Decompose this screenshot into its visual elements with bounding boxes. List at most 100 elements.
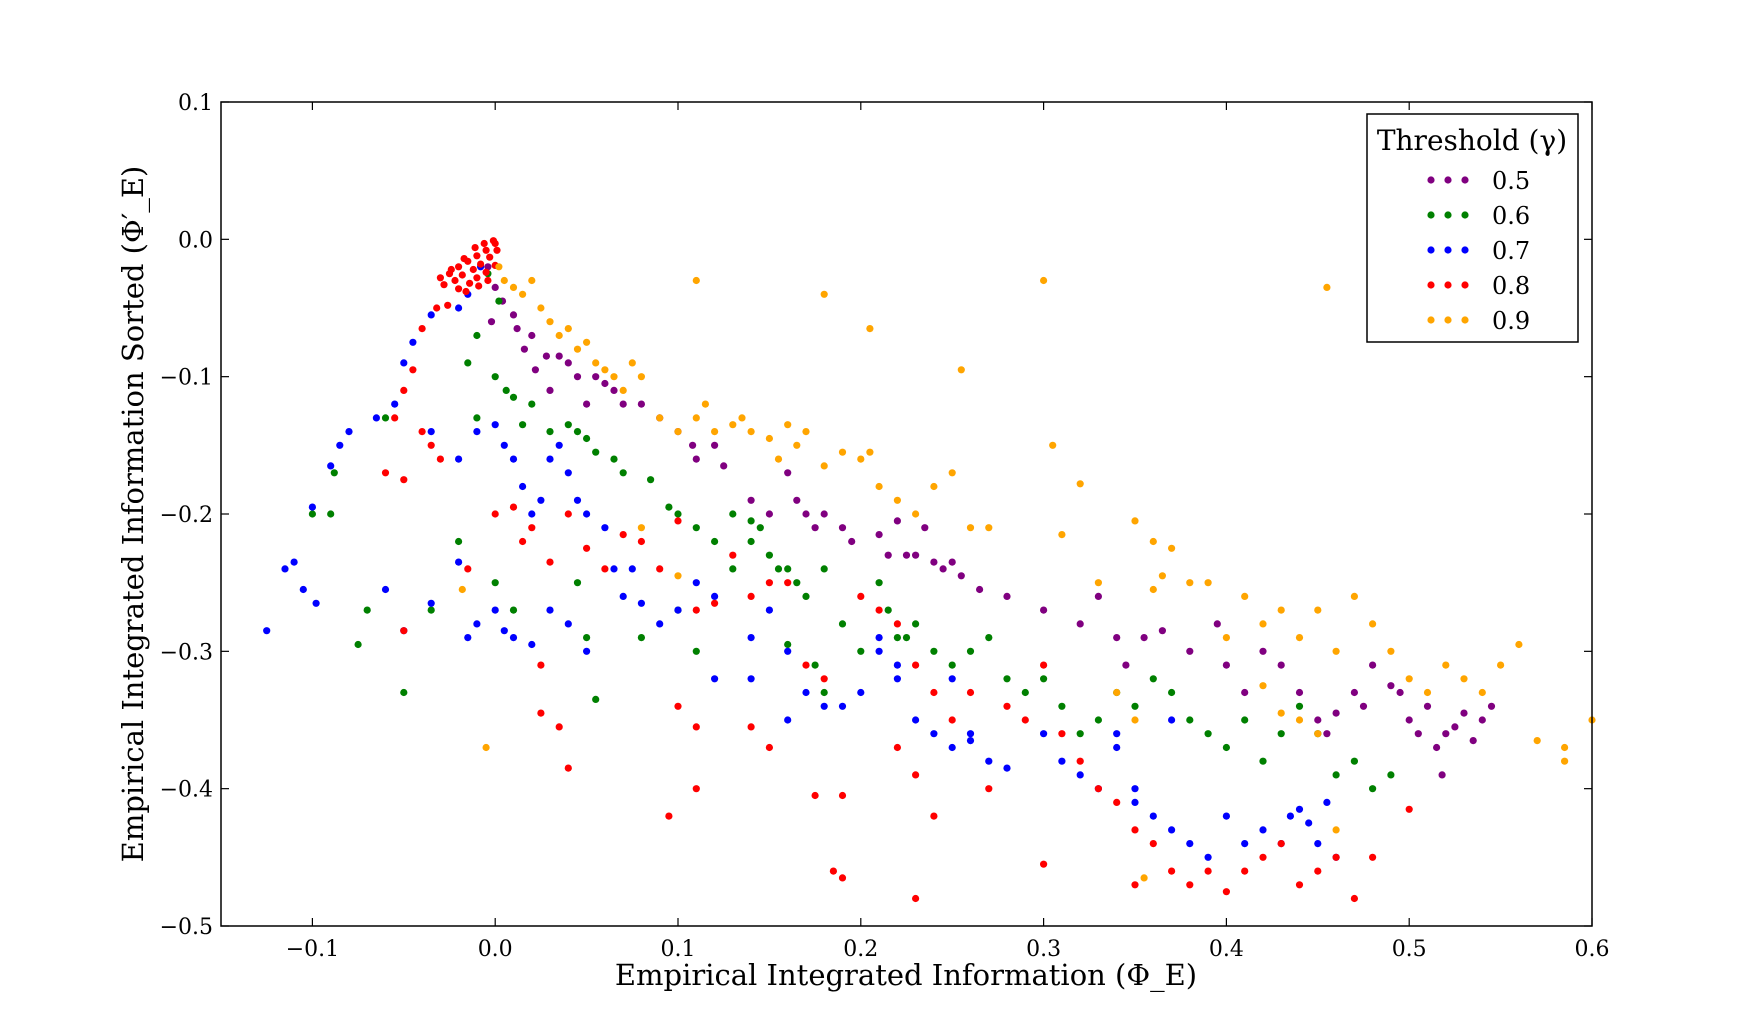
data-point	[400, 476, 408, 484]
data-point	[902, 634, 911, 642]
data-point	[500, 627, 508, 635]
data-point	[1222, 661, 1230, 669]
data-point	[513, 325, 521, 333]
data-point	[1423, 702, 1432, 710]
data-point	[308, 510, 316, 518]
series-0.8	[381, 237, 1413, 903]
data-point	[409, 366, 417, 374]
data-point	[1423, 688, 1432, 697]
data-point	[473, 414, 481, 422]
data-point	[1131, 826, 1139, 834]
data-point	[1332, 771, 1340, 779]
x-tick-label: 0.6	[1575, 937, 1610, 962]
data-point	[1277, 709, 1285, 717]
data-point	[482, 743, 490, 752]
data-point	[455, 304, 463, 312]
data-point	[1295, 881, 1304, 889]
data-point	[610, 455, 618, 463]
data-point	[455, 263, 463, 271]
data-point	[528, 510, 536, 518]
data-point	[729, 510, 737, 518]
data-point	[1222, 634, 1230, 642]
data-point	[802, 688, 810, 697]
data-point	[509, 634, 518, 642]
x-tick-label: 0.4	[1209, 937, 1244, 962]
data-point	[1438, 771, 1446, 779]
data-point	[1405, 675, 1413, 683]
data-point	[1168, 688, 1176, 697]
data-point	[1414, 730, 1422, 738]
legend-marker	[1444, 176, 1452, 184]
data-point	[500, 276, 508, 285]
legend-label: 0.5	[1492, 167, 1530, 195]
data-point	[308, 503, 316, 511]
data-point	[500, 441, 508, 449]
data-point	[409, 338, 417, 346]
data-point	[1058, 531, 1066, 539]
data-point	[528, 400, 536, 408]
data-point	[1259, 826, 1267, 834]
data-point	[1487, 702, 1496, 710]
data-point	[1131, 785, 1139, 793]
data-point	[912, 551, 920, 559]
data-point	[875, 482, 883, 491]
data-point	[957, 366, 965, 374]
data-point	[592, 695, 600, 704]
data-point	[674, 428, 682, 436]
data-point	[1021, 688, 1029, 697]
data-point	[866, 325, 874, 333]
data-point	[619, 531, 627, 539]
data-point	[464, 634, 472, 642]
data-point	[1076, 480, 1084, 488]
data-point	[692, 524, 700, 532]
data-point	[1003, 764, 1011, 772]
data-point	[400, 386, 408, 394]
data-point	[1003, 675, 1011, 683]
data-point	[455, 455, 463, 463]
data-point	[1533, 737, 1541, 745]
data-point	[555, 331, 563, 340]
data-point	[921, 524, 929, 532]
data-point	[793, 496, 801, 504]
data-point	[912, 716, 920, 724]
data-point	[939, 565, 947, 573]
data-point	[299, 585, 307, 594]
data-point	[546, 428, 554, 436]
x-tick-label: 0.0	[478, 937, 513, 962]
legend-marker	[1427, 246, 1435, 254]
data-point	[564, 421, 572, 429]
data-point	[1478, 688, 1486, 697]
data-point	[957, 572, 965, 580]
data-point	[756, 524, 764, 532]
data-point	[564, 764, 572, 772]
data-point	[491, 421, 499, 429]
data-point	[912, 894, 920, 903]
data-point	[610, 386, 618, 394]
data-point	[480, 239, 488, 248]
data-point	[462, 287, 470, 296]
data-point	[1561, 757, 1569, 765]
data-point	[1113, 798, 1121, 807]
data-point	[930, 647, 938, 655]
data-point	[464, 565, 472, 573]
data-point	[573, 579, 582, 587]
data-point	[491, 606, 499, 614]
data-point	[1241, 716, 1249, 724]
data-point	[1186, 840, 1194, 848]
data-point	[601, 565, 609, 573]
data-point	[601, 524, 609, 532]
data-point	[1350, 688, 1358, 697]
data-point	[838, 524, 847, 532]
data-point	[1149, 840, 1157, 848]
data-point	[802, 428, 810, 436]
data-point	[583, 434, 591, 443]
data-point	[985, 524, 993, 532]
data-point	[528, 524, 536, 532]
y-tick-label: −0.1	[160, 366, 213, 391]
y-tick-label: −0.2	[160, 503, 213, 528]
legend-marker	[1461, 316, 1469, 324]
data-point	[1076, 620, 1084, 628]
data-point	[765, 579, 774, 587]
data-point	[509, 455, 518, 463]
data-point	[637, 599, 646, 607]
